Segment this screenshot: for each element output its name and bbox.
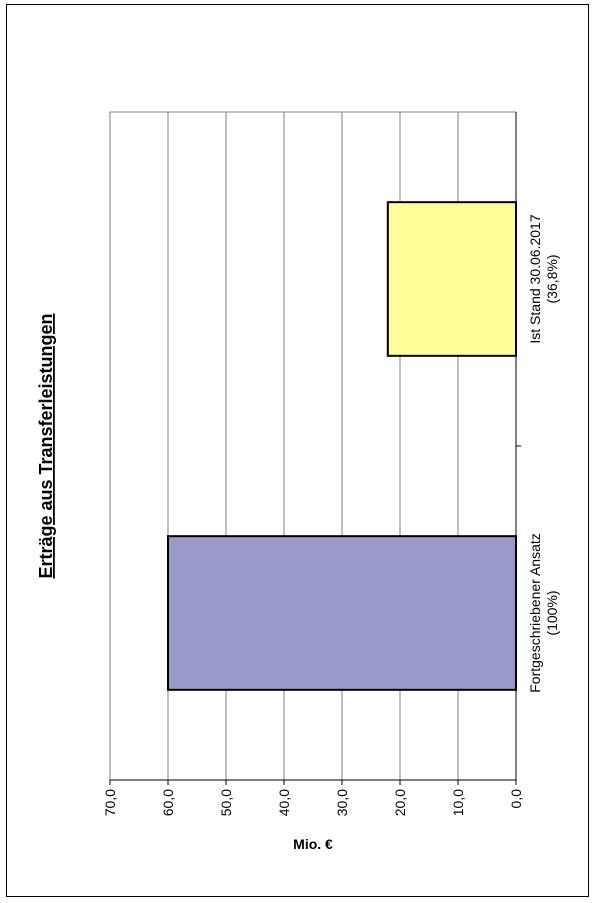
axes xyxy=(110,112,521,781)
bar xyxy=(167,535,517,691)
y-tick-label: 60,0 xyxy=(160,789,176,816)
category-labels: Fortgeschriebener Ansatz (100%) Ist Stand … xyxy=(527,214,560,693)
category-label: Ist Stand 30.06.2017 xyxy=(527,214,543,343)
chart-frame xyxy=(6,4,589,897)
y-tick-label: 70,0 xyxy=(102,789,118,816)
category-label: Fortgeschriebener Ansatz xyxy=(527,533,543,693)
y-tick-label: 50,0 xyxy=(218,789,234,816)
y-tick-labels: 0,0 10,0 20,0 30,0 40,0 50,0 60,0 70,0 xyxy=(102,780,524,816)
y-tick-label: 0,0 xyxy=(508,789,524,809)
category-label: (36,8%) xyxy=(544,254,560,303)
y-tick-label: 30,0 xyxy=(334,789,350,816)
y-tick-label: 10,0 xyxy=(450,789,466,816)
y-tick-label: 20,0 xyxy=(392,789,408,816)
category-label: (100%) xyxy=(544,590,560,635)
y-axis-label: Mio. € xyxy=(293,836,333,852)
chart-title: Erträge aus Transferleistungen xyxy=(36,313,56,578)
y-tick-label: 40,0 xyxy=(276,789,292,816)
bar xyxy=(386,201,517,357)
